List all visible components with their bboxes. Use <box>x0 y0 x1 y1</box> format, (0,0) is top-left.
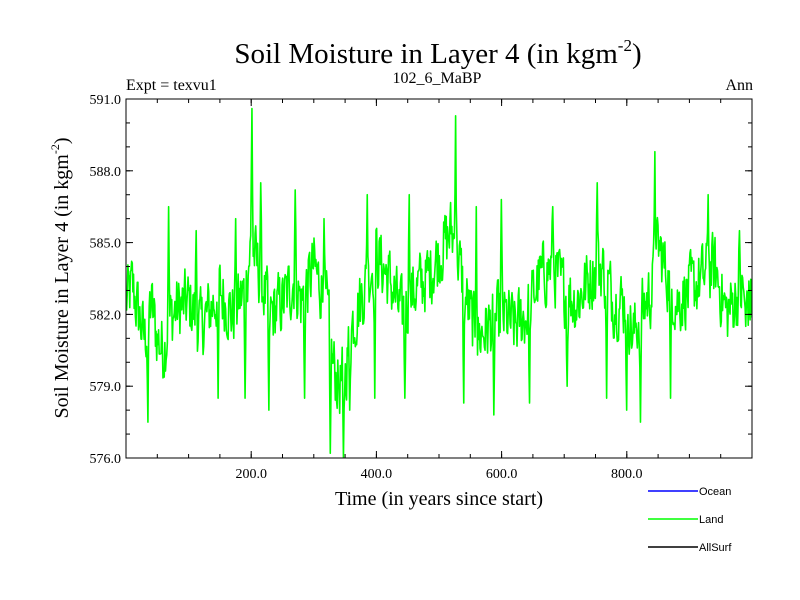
x-tick-label: 600.0 <box>486 467 518 482</box>
y-axis-label: Soil Moisture in Layer 4 (in kgm-2) <box>48 137 73 418</box>
legend-label-ocean: Ocean <box>699 486 731 498</box>
y-tick-label: 582.0 <box>90 308 122 323</box>
series-layer <box>126 107 752 458</box>
legend: Ocean Land AllSurf <box>648 486 732 554</box>
y-tick-label: 588.0 <box>90 165 122 180</box>
x-axis: 200.0 400.0 600.0 800.0 <box>156 99 722 482</box>
legend-label-land: Land <box>699 514 723 526</box>
y-axis: 576.0 579.0 582.0 585.0 588.0 591.0 <box>90 93 752 467</box>
x-tick-label: 400.0 <box>361 467 393 482</box>
x-tick-label: 800.0 <box>611 467 643 482</box>
subtitle-left: Expt = texvu1 <box>126 77 217 94</box>
chart-title: Soil Moisture in Layer 4 (in kgm-2) <box>234 36 641 70</box>
series-line-land <box>126 107 752 458</box>
y-tick-label: 576.0 <box>90 452 122 467</box>
legend-label-allsurf: AllSurf <box>699 542 732 554</box>
subtitle-center: 102_6_MaBP <box>393 70 482 87</box>
x-tick-label: 200.0 <box>235 467 267 482</box>
subtitle-right: Ann <box>725 77 753 94</box>
y-tick-label: 585.0 <box>90 237 122 252</box>
y-tick-label: 591.0 <box>90 93 122 108</box>
y-tick-label: 579.0 <box>90 380 122 395</box>
x-axis-label: Time (in years since start) <box>335 488 543 510</box>
